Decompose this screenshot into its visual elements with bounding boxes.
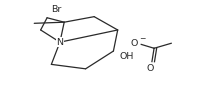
Text: OH: OH — [120, 52, 134, 61]
Text: O: O — [131, 39, 138, 48]
Text: O: O — [146, 64, 153, 73]
Text: −: − — [139, 34, 146, 43]
Text: Br: Br — [52, 5, 62, 14]
Text: N: N — [56, 38, 63, 47]
